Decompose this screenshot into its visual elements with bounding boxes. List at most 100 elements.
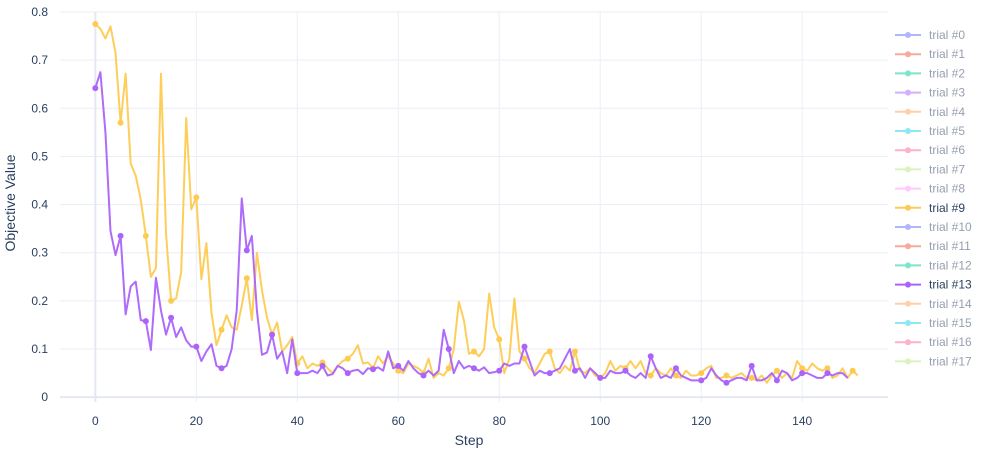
- data-point[interactable]: [193, 194, 200, 201]
- data-point[interactable]: [824, 365, 831, 372]
- legend-item[interactable]: trial #12: [895, 258, 972, 272]
- x-tick-label: 60: [392, 414, 406, 428]
- data-point[interactable]: [647, 372, 654, 379]
- y-tick-label: 0.5: [31, 149, 48, 163]
- data-point[interactable]: [445, 365, 452, 372]
- legend-item[interactable]: trial #4: [895, 105, 965, 119]
- legend-swatch-marker: [905, 224, 911, 230]
- data-point[interactable]: [496, 336, 503, 343]
- data-point[interactable]: [723, 372, 730, 379]
- legend-item[interactable]: trial #9: [895, 201, 965, 215]
- data-point[interactable]: [319, 362, 326, 369]
- legend-label: trial #0: [929, 28, 965, 42]
- legend-item[interactable]: trial #8: [895, 182, 965, 196]
- legend-item[interactable]: trial #7: [895, 162, 965, 176]
- data-point[interactable]: [546, 348, 553, 355]
- series-trial-9[interactable]: [92, 21, 859, 384]
- x-tick-label: 120: [691, 414, 711, 428]
- data-point[interactable]: [344, 355, 351, 362]
- data-point[interactable]: [445, 346, 452, 353]
- data-point[interactable]: [193, 343, 200, 350]
- data-point[interactable]: [117, 232, 124, 239]
- data-point[interactable]: [92, 21, 99, 28]
- series-line[interactable]: [94, 71, 849, 384]
- series-line[interactable]: [94, 23, 859, 384]
- data-point[interactable]: [824, 370, 831, 377]
- data-point[interactable]: [521, 343, 528, 350]
- grid-layer: [60, 11, 888, 402]
- data-point[interactable]: [168, 314, 175, 321]
- data-point[interactable]: [420, 372, 427, 379]
- legend-label: trial #15: [929, 316, 972, 330]
- data-point[interactable]: [672, 365, 679, 372]
- legend-label: trial #7: [929, 162, 965, 176]
- data-point[interactable]: [92, 85, 99, 92]
- data-point[interactable]: [698, 370, 705, 377]
- legend-swatch-marker: [905, 108, 911, 115]
- data-point[interactable]: [597, 374, 604, 381]
- legend-label: trial #13: [929, 278, 972, 292]
- x-axis-title: Step: [455, 432, 484, 448]
- data-point[interactable]: [521, 355, 528, 362]
- data-point[interactable]: [471, 365, 477, 372]
- data-point[interactable]: [571, 367, 578, 374]
- y-tick-label: 0.6: [31, 101, 48, 115]
- data-point[interactable]: [647, 353, 654, 360]
- data-point[interactable]: [723, 379, 730, 386]
- legend-label: trial #16: [929, 335, 972, 349]
- legend-swatch-marker: [905, 51, 911, 58]
- data-point[interactable]: [748, 362, 755, 369]
- legend-swatch-marker: [905, 300, 911, 307]
- data-point[interactable]: [748, 374, 755, 381]
- data-point[interactable]: [622, 367, 629, 374]
- data-point[interactable]: [294, 370, 301, 377]
- series-trial-13[interactable]: [92, 71, 849, 386]
- legend-item[interactable]: trial #10: [895, 220, 972, 234]
- legend-swatch-marker: [905, 204, 911, 211]
- data-point[interactable]: [849, 367, 856, 374]
- legend-item[interactable]: trial #16: [895, 335, 972, 349]
- data-point[interactable]: [496, 367, 503, 374]
- data-point[interactable]: [243, 247, 250, 254]
- data-point[interactable]: [344, 370, 351, 377]
- legend[interactable]: trial #0 trial #1 trial #2 trial #3 trial #4…: [895, 28, 972, 368]
- data-point[interactable]: [546, 370, 553, 377]
- legend-item[interactable]: trial #15: [895, 316, 972, 330]
- legend-item[interactable]: trial #13: [895, 278, 972, 292]
- data-point[interactable]: [370, 366, 377, 373]
- data-point[interactable]: [168, 297, 175, 304]
- data-point[interactable]: [218, 326, 225, 333]
- data-point[interactable]: [142, 318, 149, 325]
- legend-label: trial #4: [929, 105, 965, 119]
- data-point[interactable]: [799, 365, 806, 372]
- data-point[interactable]: [269, 331, 276, 338]
- data-point[interactable]: [218, 365, 225, 372]
- data-point[interactable]: [773, 377, 780, 384]
- data-point[interactable]: [117, 119, 124, 126]
- data-point[interactable]: [142, 232, 149, 239]
- y-tick-label: 0.2: [31, 294, 48, 308]
- data-point[interactable]: [471, 348, 477, 355]
- legend-item[interactable]: trial #2: [895, 66, 965, 80]
- legend-item[interactable]: trial #6: [895, 143, 965, 157]
- data-point[interactable]: [698, 377, 705, 384]
- data-point[interactable]: [799, 370, 806, 377]
- legend-item[interactable]: trial #3: [895, 86, 965, 100]
- legend-item[interactable]: trial #5: [895, 124, 965, 138]
- legend-item[interactable]: trial #11: [895, 239, 971, 253]
- data-point[interactable]: [672, 372, 679, 379]
- legend-item[interactable]: trial #1: [895, 47, 965, 61]
- legend-item[interactable]: trial #17: [895, 354, 972, 368]
- data-point[interactable]: [773, 367, 780, 374]
- data-point[interactable]: [243, 275, 250, 282]
- legend-item[interactable]: trial #14: [895, 297, 972, 311]
- y-axis-title: Objective Value: [2, 154, 18, 251]
- y-tick-label: 0.1: [31, 342, 48, 356]
- legend-item[interactable]: trial #0: [895, 28, 965, 42]
- data-point[interactable]: [395, 367, 402, 374]
- y-tick-label: 0.3: [31, 246, 48, 260]
- data-point[interactable]: [571, 348, 578, 355]
- x-tick-label: 140: [792, 414, 812, 428]
- data-point[interactable]: [395, 362, 402, 369]
